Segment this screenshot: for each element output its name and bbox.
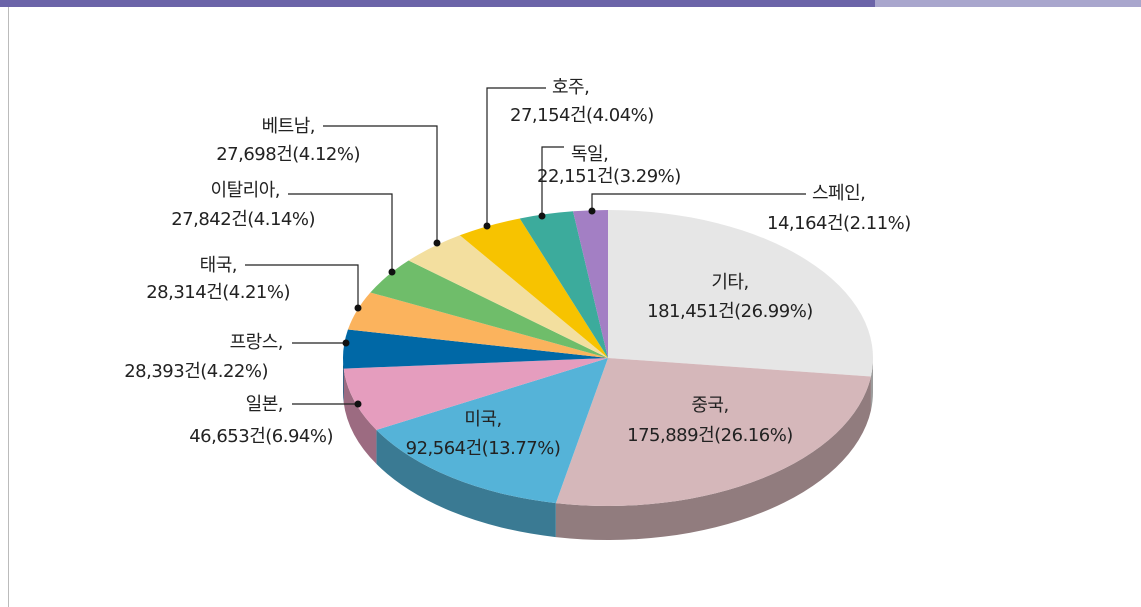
top-bar [0,0,875,7]
slice-label: 프랑스, [230,332,283,353]
leader-dot [483,222,491,230]
leader-dot [588,207,596,215]
slice-label: 이탈리아, [211,180,280,201]
slice-label: 호주, [552,77,589,98]
slice-label: 기타, [711,272,748,293]
value-label: 175,889건(26.16%) [627,425,793,446]
leader-line [591,193,806,211]
leader-dot [538,212,546,220]
slice [573,210,608,358]
slice-side [376,429,556,538]
slice [347,292,608,358]
leader-line [486,87,546,226]
slice-label: 베트남, [262,116,315,137]
slice-label: 중국, [691,395,728,416]
value-label: 28,314건(4.21%) [146,282,290,303]
value-label: 46,653건(6.94%) [189,426,333,447]
slice [343,329,608,369]
slice-side [343,358,344,403]
leader-dot [354,304,362,312]
slice [608,210,873,377]
leader-line [323,125,438,243]
slice-side [555,376,871,540]
slice-label: 일본, [246,394,283,415]
slice [343,358,608,430]
value-label: 27,698건(4.12%) [216,144,360,165]
slice [459,218,608,358]
value-label: 27,154건(4.04%) [510,105,654,126]
leader-dot [342,339,350,347]
slice-side [870,358,873,411]
leader-dot [388,268,396,276]
value-label: 28,393건(4.22%) [124,361,268,382]
value-label: 27,842건(4.14%) [171,209,315,230]
slice-label: 미국, [464,409,501,430]
leader-dot [433,239,441,247]
leader-dot [354,400,362,408]
slice [555,358,871,506]
slice-label: 태국, [200,255,237,276]
top-bar-light [875,0,1141,7]
slice-side [343,368,377,464]
slice-label: 독일, [571,144,608,165]
value-label: 92,564건(13.77%) [406,438,561,459]
leader-line [288,193,393,272]
leader-line [245,264,359,308]
leader-line [541,146,564,216]
slice [519,211,608,358]
value-label: 14,164건(2.11%) [767,213,911,234]
value-label: 22,151건(3.29%) [537,166,681,187]
slice [376,358,608,504]
slice [408,235,608,358]
slice-label: 스페인, [812,183,865,204]
value-label: 181,451건(26.99%) [647,301,813,322]
slice [370,260,608,358]
